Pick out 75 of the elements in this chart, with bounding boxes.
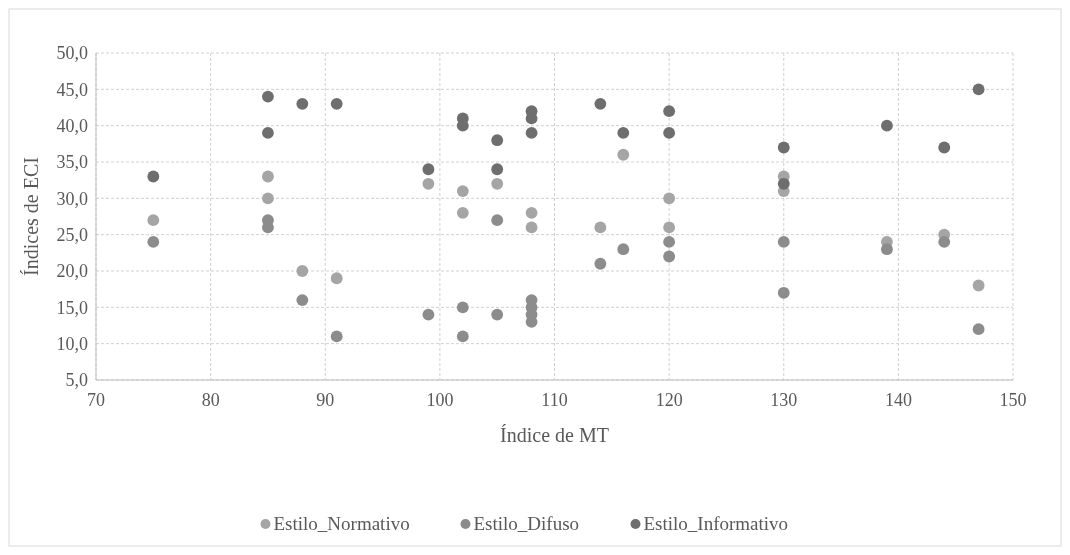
point: [663, 105, 676, 118]
point: [491, 308, 504, 321]
point: [663, 250, 676, 263]
point: [147, 236, 160, 248]
point: [491, 134, 504, 147]
point: [594, 97, 607, 110]
point: [422, 177, 435, 190]
point: [456, 185, 469, 197]
point: [296, 265, 309, 277]
point: [262, 170, 274, 183]
y-tick-label: 20,0: [56, 261, 88, 282]
point: [972, 323, 985, 336]
y-tick-label: 25,0: [56, 224, 88, 245]
point: [972, 279, 985, 292]
point: [262, 90, 274, 103]
point: [456, 330, 469, 343]
y-tick-label: 40,0: [56, 115, 88, 136]
point: [594, 221, 607, 234]
x-tick-label: 80: [201, 390, 220, 410]
point: [296, 294, 309, 306]
x-tick-label: 70: [87, 390, 105, 410]
y-tick-label: 50,0: [56, 43, 88, 64]
x-tick-label: 100: [426, 390, 454, 410]
point: [617, 127, 630, 139]
y-tick-label: 15,0: [56, 297, 88, 318]
point: [525, 206, 538, 219]
x-tick-label: 110: [541, 390, 568, 410]
point: [777, 141, 790, 154]
point: [617, 148, 630, 161]
point: [147, 170, 160, 183]
point: [491, 214, 504, 227]
point: [456, 301, 469, 314]
x-axis-title: Índice de MT: [500, 424, 609, 446]
legend-label: Estilo_Difuso: [473, 513, 580, 534]
point: [262, 192, 274, 205]
point: [938, 141, 951, 154]
x-tick-label: 140: [884, 390, 912, 410]
y-tick-label: 10,0: [56, 333, 88, 354]
point: [422, 163, 435, 176]
point: [330, 272, 343, 285]
point: [663, 236, 676, 248]
point: [262, 127, 274, 139]
point: [525, 127, 538, 139]
y-tick-label: 35,0: [56, 152, 88, 173]
point: [456, 206, 469, 219]
point: [881, 119, 893, 132]
y-tick-label: 30,0: [56, 188, 88, 209]
point: [422, 308, 435, 321]
point: [594, 257, 607, 270]
point: [777, 177, 790, 190]
point: [491, 163, 504, 176]
point: [881, 243, 893, 256]
point: [663, 192, 676, 205]
point: [330, 330, 343, 343]
legend-label: Estilo_Informativo: [643, 513, 789, 534]
point: [330, 97, 343, 110]
point: [663, 221, 676, 234]
point: [663, 127, 676, 139]
y-tick-label: 5,0: [65, 370, 88, 391]
x-tick-label: 90: [316, 390, 335, 410]
point: [617, 243, 630, 256]
point: [777, 286, 790, 299]
point: [972, 83, 985, 96]
point: [525, 221, 538, 234]
y-axis-title: Índices de ECI: [20, 157, 42, 276]
point: [491, 177, 504, 190]
y-tick-label: 45,0: [56, 79, 88, 100]
point: [777, 236, 790, 248]
point: [938, 236, 951, 248]
point: [147, 214, 160, 227]
x-tick-label: 120: [655, 390, 683, 410]
legend-label: Estilo_Normativo: [273, 513, 410, 534]
x-tick-label: 130: [770, 390, 798, 410]
x-tick-label: 150: [999, 390, 1027, 410]
point: [296, 97, 309, 110]
